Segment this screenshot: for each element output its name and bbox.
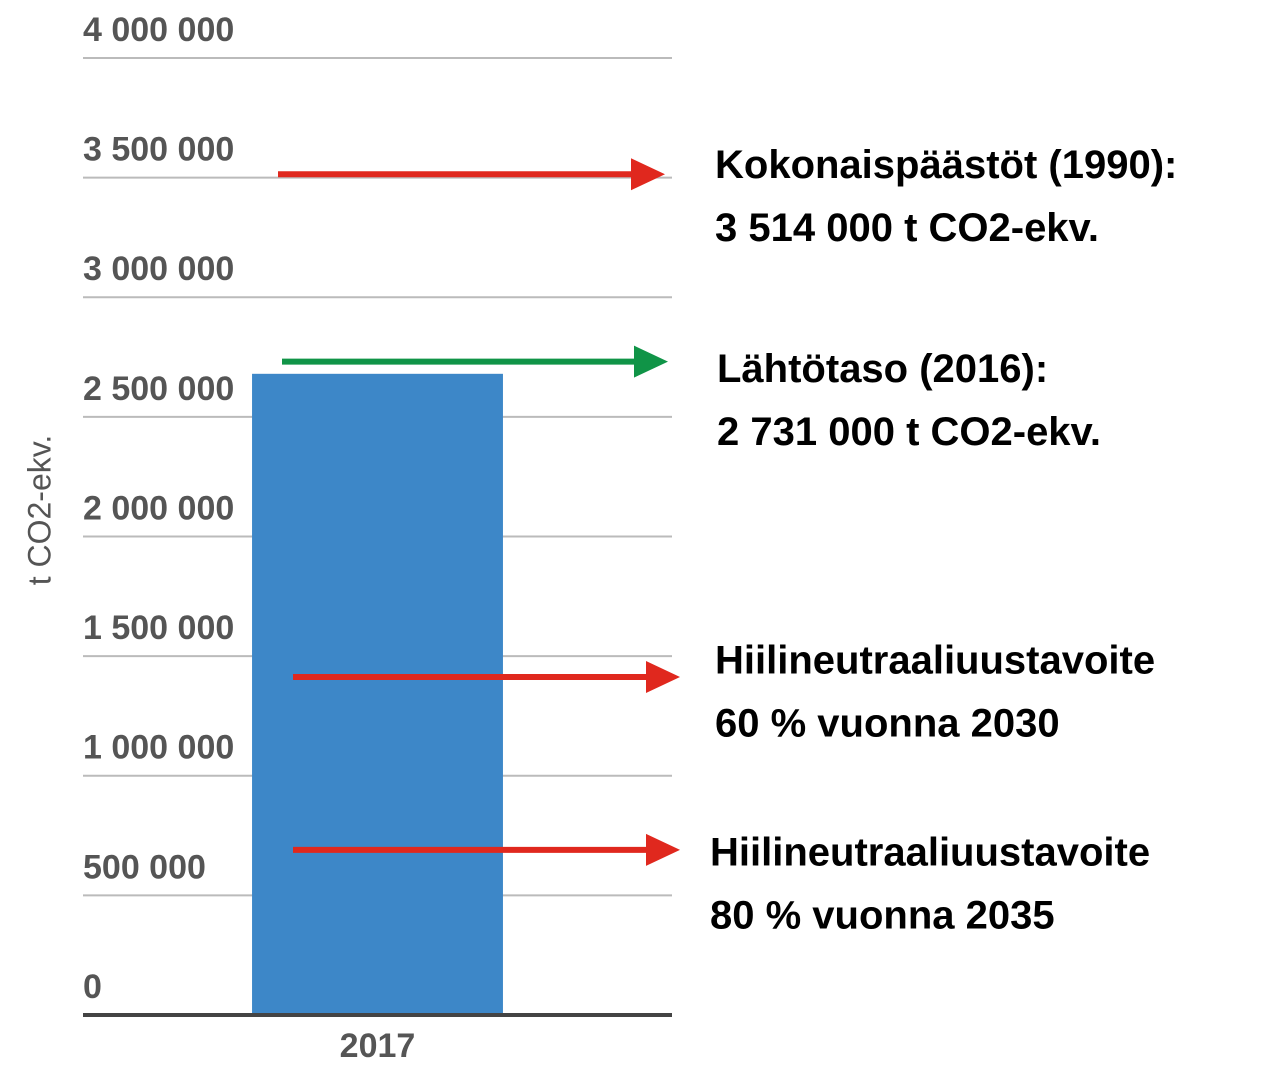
annotation-text: Hiilineutraaliuustavoite	[710, 830, 1150, 874]
x-tick-label: 2017	[340, 1027, 416, 1065]
bar	[252, 373, 503, 1015]
annotation-text: 2 731 000 t CO2-ekv.	[717, 410, 1101, 454]
y-tick-label: 1 000 000	[83, 729, 234, 767]
y-tick-label: 500 000	[83, 848, 206, 886]
annotation-text: Kokonaispäästöt (1990):	[715, 143, 1177, 187]
annotation-arrow-head	[634, 345, 668, 378]
annotation-text: 80 % vuonna 2035	[710, 893, 1055, 937]
annotation-arrow-head	[646, 833, 680, 866]
annotation-text: 3 514 000 t CO2-ekv.	[715, 206, 1099, 250]
annotation-text: Hiilineutraaliuustavoite	[715, 639, 1155, 683]
y-axis-label: t CO2-ekv.	[21, 435, 57, 586]
y-tick-label: 4 000 000	[83, 11, 234, 49]
annotation-text: 60 % vuonna 2030	[715, 702, 1060, 746]
annotation-arrow-head	[646, 660, 680, 693]
annotation-arrow-head	[631, 158, 665, 191]
y-tick-label: 0	[83, 968, 102, 1006]
y-tick-label: 3 500 000	[83, 131, 234, 169]
annotation-text: Lähtötaso (2016):	[717, 347, 1048, 391]
y-tick-label: 2 500 000	[83, 370, 234, 408]
y-tick-label: 2 000 000	[83, 489, 234, 527]
y-tick-label: 1 500 000	[83, 609, 234, 647]
y-tick-label: 3 000 000	[83, 250, 234, 288]
